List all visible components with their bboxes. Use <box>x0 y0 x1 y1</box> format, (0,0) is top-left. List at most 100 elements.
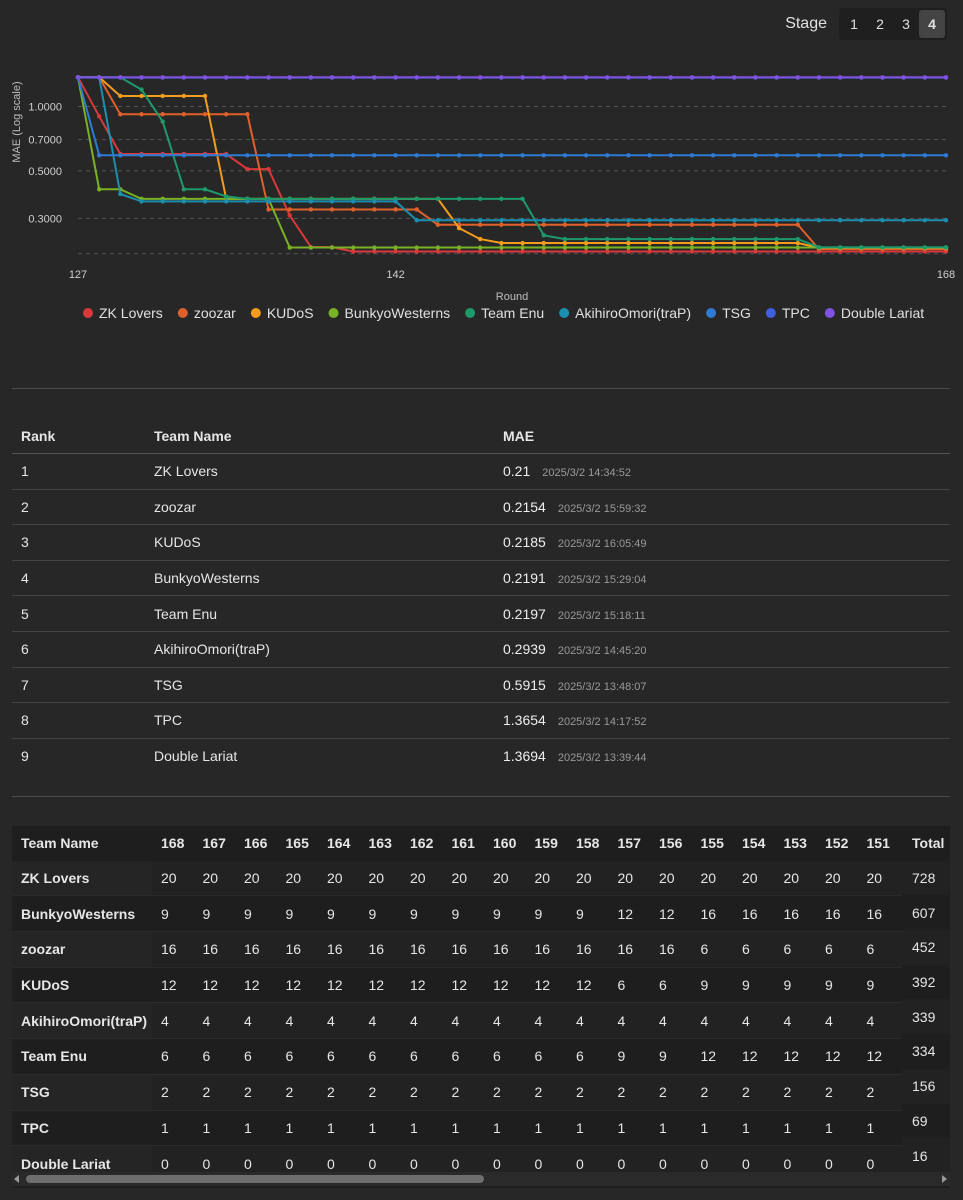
stage-label: Stage <box>785 15 827 32</box>
round-score: 16 <box>525 931 567 968</box>
series-point-3 <box>372 245 377 250</box>
mae-value: 1.3694 <box>503 748 546 765</box>
series-point-8 <box>943 75 949 80</box>
series-point-4 <box>520 196 525 202</box>
stage-button-4[interactable]: 4 <box>919 10 945 38</box>
stage-button-1[interactable]: 1 <box>850 16 858 32</box>
scroll-left-icon[interactable] <box>14 1175 19 1183</box>
mae-cell: 0.21 2025/3/2 14:34:52 <box>491 463 950 479</box>
round-score: 2 <box>691 1074 733 1111</box>
legend-swatch-8 <box>824 308 835 318</box>
stage-button-2[interactable]: 2 <box>876 16 884 32</box>
round-score: 6 <box>608 967 650 1004</box>
ranking-row: 9 Double Lariat 1.3694 2025/3/2 13:39:44 <box>12 739 950 774</box>
legend-swatch-6 <box>706 308 717 318</box>
total-header: Total <box>912 835 945 852</box>
round-score: 4 <box>193 1002 235 1040</box>
rank-cell: 7 <box>21 676 29 693</box>
scores-row: TPC1111111111111111111 <box>12 1110 941 1147</box>
series-point-6 <box>753 153 758 158</box>
round-score: 16 <box>650 931 692 968</box>
series-point-6 <box>795 153 801 158</box>
series-point-5 <box>710 218 716 223</box>
round-scores-table[interactable]: Team Name 168 167 166 165 164 163 162 161 160 159 1… <box>12 826 950 1188</box>
series-point-6 <box>96 153 102 158</box>
round-score: 9 <box>525 895 567 933</box>
series-point-4 <box>478 196 483 202</box>
round-score: 6 <box>691 931 733 968</box>
series-point-8 <box>795 75 801 80</box>
round-header: 168 <box>161 835 185 852</box>
series-point-1 <box>181 112 187 117</box>
series-point-4 <box>922 245 928 250</box>
ranking-row: 6 AkihiroOmori(traP) 0.2939 2025/3/2 14:45:… <box>12 632 950 668</box>
round-score: 12 <box>359 967 401 1004</box>
series-point-0 <box>96 114 102 119</box>
round-score: 6 <box>152 1038 194 1075</box>
series-point-3 <box>520 245 525 250</box>
round-score: 6 <box>774 931 816 968</box>
round-score: 1 <box>401 1110 443 1147</box>
scroll-right-icon[interactable] <box>942 1175 947 1183</box>
series-point-8 <box>393 75 398 80</box>
series-point-6 <box>308 153 314 158</box>
series-point-6 <box>859 153 864 158</box>
round-score: 12 <box>774 1038 816 1075</box>
series-point-4 <box>753 236 758 242</box>
submission-timestamp: 2025/3/2 15:18:11 <box>557 609 646 622</box>
series-point-4 <box>435 196 441 202</box>
scores-row: Team Enu6666666666699121212121212 <box>12 1038 941 1075</box>
series-point-0 <box>795 249 801 254</box>
series-point-6 <box>456 153 462 158</box>
series-point-3 <box>626 245 631 250</box>
series-point-6 <box>202 153 208 158</box>
scores-row: ZK Lovers 20 20 20 20 20 20 20 20 20 20 20 20 20 20 20 2… <box>12 860 941 897</box>
series-point-2 <box>456 225 462 231</box>
series-point-4 <box>774 236 779 242</box>
series-point-5 <box>139 199 144 204</box>
rank-cell: 9 <box>21 748 29 765</box>
series-point-6 <box>139 153 144 158</box>
round-score: 12 <box>525 967 567 1004</box>
legend-swatch-7 <box>765 308 776 318</box>
scores-header-row: Team Name 168 167 166 165 164 163 162 161 160 159 1… <box>12 826 941 861</box>
total-score: 69 <box>912 1112 928 1129</box>
round-score: 1 <box>484 1110 526 1147</box>
mae-cell: 1.3694 2025/3/2 13:39:44 <box>491 748 950 764</box>
y-tick-label: 0.7000 <box>28 135 62 147</box>
legend-swatch-2 <box>250 308 261 318</box>
series-point-1 <box>499 222 504 227</box>
rank-cell: 4 <box>21 570 29 587</box>
series-point-5 <box>753 218 758 223</box>
series-point-3 <box>393 245 398 250</box>
round-score: 6 <box>235 1038 277 1075</box>
scrollbar-thumb[interactable] <box>26 1175 484 1183</box>
series-point-6 <box>837 153 843 158</box>
series-point-8 <box>287 75 292 80</box>
mae-value: 0.5915 <box>503 676 546 693</box>
series-point-6 <box>901 153 906 158</box>
round-score: 9 <box>276 895 318 933</box>
stage-button-3[interactable]: 3 <box>902 16 910 32</box>
series-point-6 <box>245 153 250 158</box>
series-point-5 <box>266 199 271 204</box>
submission-timestamp: 2025/3/2 15:29:04 <box>557 574 647 587</box>
series-point-6 <box>732 153 737 158</box>
legend-swatch-4 <box>465 308 476 318</box>
round-header: 151 <box>866 835 890 852</box>
total-score: 452 <box>902 930 950 965</box>
series-point-6 <box>160 153 165 158</box>
series-point-6 <box>816 153 822 158</box>
total-score: 156 <box>902 1068 950 1104</box>
series-point-6 <box>223 153 229 158</box>
series-point-4 <box>223 194 229 199</box>
scores-body: ZK Lovers 20 20 20 20 20 20 20 20 20 20 20 20 20 20 20 2… <box>12 860 941 1182</box>
round-score: 9 <box>442 895 484 933</box>
series-point-8 <box>880 75 885 80</box>
series-point-8 <box>626 75 631 80</box>
round-score: 6 <box>650 967 692 1004</box>
series-point-8 <box>435 75 441 80</box>
horizontal-scrollbar[interactable] <box>12 1172 950 1186</box>
round-score: 1 <box>152 1110 194 1147</box>
